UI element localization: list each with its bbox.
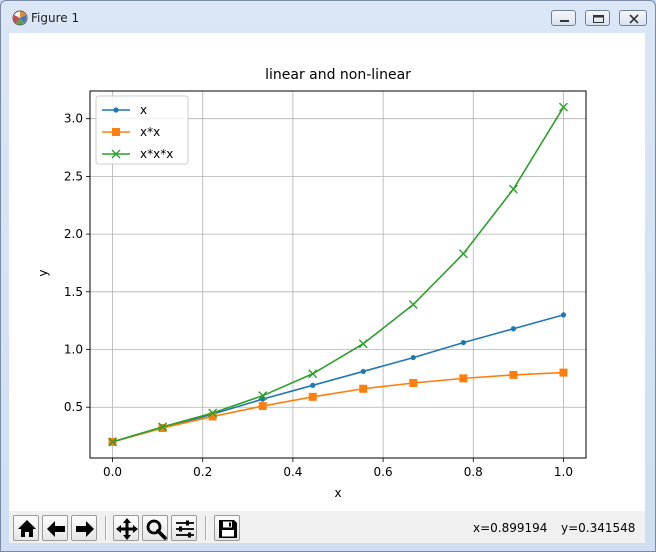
legend-label: x	[140, 103, 147, 117]
data-point	[308, 392, 317, 401]
y-tick-label: 2.0	[64, 227, 83, 241]
data-point	[558, 102, 568, 112]
series-x-star-x-star-x	[108, 102, 568, 447]
legend-label: x*x	[140, 125, 160, 139]
legend-marker	[112, 128, 120, 136]
data-point	[409, 378, 418, 387]
title-bar[interactable]: Figure 1	[1, 1, 655, 33]
cursor-x-readout: x=0.899194	[473, 521, 548, 535]
y-tick-label: 1.0	[64, 343, 83, 357]
x-tick-label: 0.2	[193, 465, 212, 479]
pan-button[interactable]	[113, 515, 139, 541]
data-point	[360, 368, 366, 375]
axis-ticks: 0.0 0.2 0.4 0.6 0.8 1.0 0.5 1.0 1.5 2.0 2.5 3.0	[64, 112, 573, 479]
data-point	[258, 402, 267, 411]
series-line	[112, 314, 564, 443]
x-tick-label: 0.8	[464, 465, 483, 479]
legend-box	[95, 95, 189, 165]
data-point	[158, 422, 168, 432]
toolbar-separator	[205, 516, 207, 540]
toolbar-separator	[105, 516, 107, 540]
data-point	[458, 249, 468, 259]
floppy-disk-icon	[219, 520, 237, 538]
navigation-toolbar: x=0.899194 y=0.341548	[9, 511, 645, 543]
magnifier-icon	[146, 519, 167, 540]
data-point	[460, 339, 466, 346]
y-tick-label: 2.5	[64, 169, 83, 183]
x-tick-label: 1.0	[554, 465, 573, 479]
x-tick-label: 0.6	[374, 465, 393, 479]
data-point	[508, 184, 518, 194]
data-point	[258, 391, 268, 401]
x-axis-label: x	[334, 486, 341, 500]
data-point	[358, 339, 368, 349]
y-tick-label: 1.5	[64, 285, 83, 299]
maximize-button[interactable]	[585, 10, 610, 26]
figure-canvas-area: 0.0 0.2 0.4 0.6 0.8 1.0 0.5 1.0 1.5 2.0 2.5 3.0 lin…	[9, 33, 645, 543]
data-point	[559, 368, 568, 377]
back-button[interactable]	[42, 515, 68, 541]
series-line	[112, 371, 564, 443]
series-line	[112, 106, 565, 443]
axes-frame	[89, 90, 587, 459]
legend-label: x*x*x	[140, 147, 173, 161]
close-button[interactable]	[619, 10, 647, 26]
minimize-button[interactable]	[551, 10, 576, 26]
y-tick-label: 0.5	[64, 400, 83, 414]
data-point	[408, 300, 418, 310]
home-button[interactable]	[13, 515, 39, 541]
legend: x x*x x*x*x	[95, 95, 189, 165]
arrow-left-icon	[47, 521, 65, 537]
x-tick-label: 0.4	[283, 465, 302, 479]
save-button[interactable]	[214, 515, 240, 541]
arrow-right-icon	[76, 521, 94, 537]
zoom-button[interactable]	[142, 515, 168, 541]
data-point	[158, 423, 167, 432]
figure-canvas[interactable]: 0.0 0.2 0.4 0.6 0.8 1.0 0.5 1.0 1.5 2.0 2.5 3.0 lin…	[9, 33, 645, 511]
data-point	[310, 382, 316, 388]
window-title: Figure 1	[31, 11, 80, 25]
cursor-y-readout: y=0.341548	[561, 521, 636, 535]
chart-title: linear and non-linear	[265, 67, 411, 83]
minimize-icon	[560, 20, 569, 22]
matplotlib-logo-icon	[12, 10, 28, 26]
close-icon	[629, 14, 639, 24]
legend-marker	[111, 149, 121, 159]
home-icon	[18, 520, 36, 537]
data-point	[459, 374, 468, 383]
y-axis-label: y	[36, 269, 50, 276]
configure-subplots-button[interactable]	[171, 515, 197, 541]
data-point	[359, 384, 368, 393]
y-tick-label: 3.0	[64, 112, 83, 126]
x-tick-label: 0.0	[103, 465, 122, 479]
data-point	[410, 354, 416, 361]
data-point	[208, 412, 217, 421]
legend-marker	[113, 107, 119, 113]
data-point	[308, 369, 318, 379]
series-x-star-x	[108, 368, 568, 446]
forward-button[interactable]	[71, 515, 97, 541]
data-point	[560, 312, 567, 318]
data-point	[509, 370, 518, 379]
data-point	[510, 326, 517, 332]
sliders-icon	[176, 520, 194, 538]
data-point	[108, 437, 118, 447]
data-point	[208, 408, 218, 418]
move-icon	[116, 518, 138, 540]
plot-lines	[108, 102, 568, 447]
maximize-icon	[593, 15, 604, 23]
